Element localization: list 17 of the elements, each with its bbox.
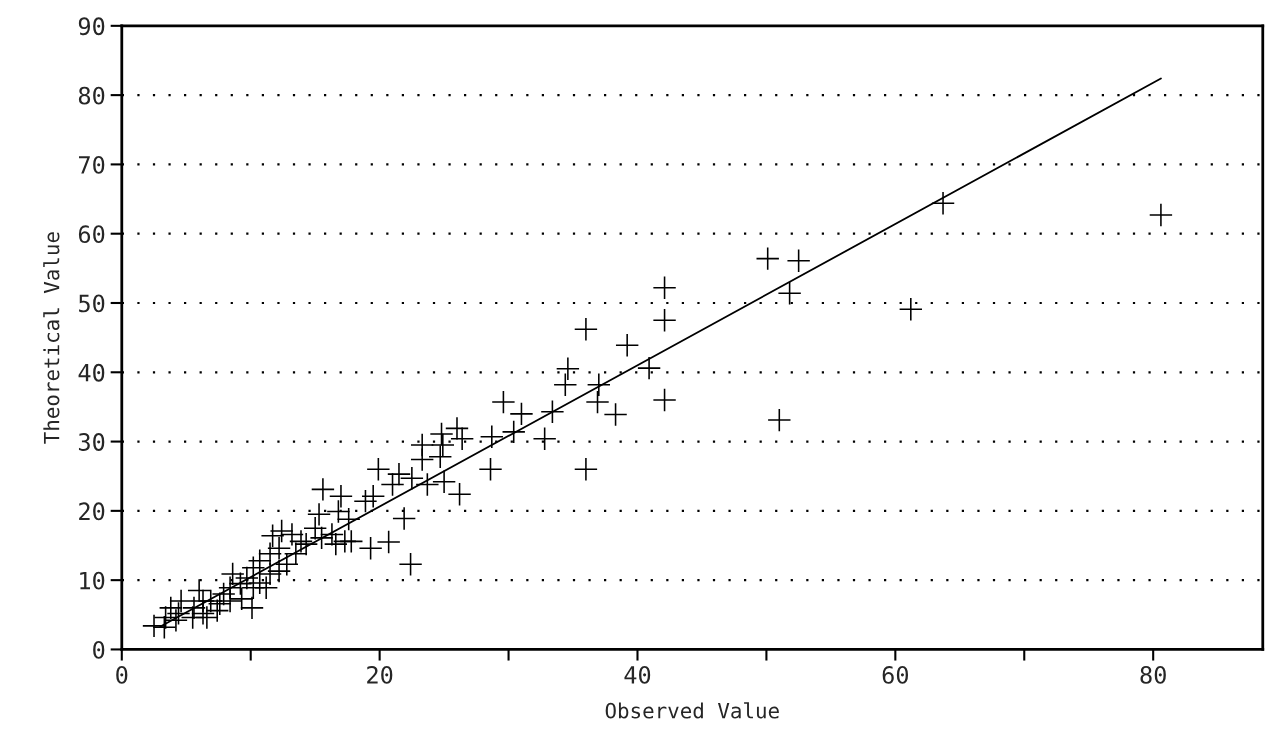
x-tick-label: 0 — [116, 665, 128, 684]
y-tick-label: 90 — [78, 17, 105, 36]
x-axis-title: Observed Value — [605, 702, 779, 719]
y-axis-title: Theoretical Value — [43, 232, 60, 444]
y-tick-label: 40 — [78, 363, 105, 382]
x-tick-label: 20 — [367, 665, 393, 684]
x-tick-label: 40 — [624, 665, 651, 684]
y-tick-label: 0 — [93, 640, 105, 659]
x-tick-label: 60 — [882, 665, 909, 684]
y-tick-label: 50 — [79, 294, 105, 313]
x-tick-label: 80 — [1140, 665, 1166, 684]
y-tick-label: 70 — [78, 155, 105, 174]
y-tick-label: 10 — [80, 571, 105, 590]
y-tick-label: 80 — [78, 86, 105, 105]
y-tick-label: 60 — [78, 225, 105, 244]
y-tick-label: 20 — [79, 502, 105, 521]
y-tick-label: 30 — [78, 433, 105, 451]
